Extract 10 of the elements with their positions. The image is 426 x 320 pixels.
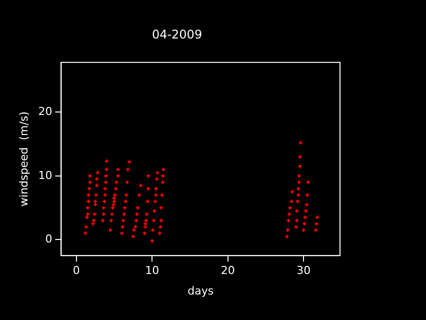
x-tick-label: 10 <box>145 264 160 278</box>
x-tick-label: 20 <box>220 264 235 278</box>
y-tick-label: 20 <box>38 104 52 118</box>
x-axis-title: days <box>188 284 214 298</box>
chart-title: 04-2009 <box>152 27 202 42</box>
y-tick-label: 0 <box>45 232 52 246</box>
x-tick-label: 30 <box>296 264 311 278</box>
y-tick-label: 10 <box>38 168 52 182</box>
y-axis-title: windspeed (m/s) <box>17 112 30 206</box>
x-tick-label: 0 <box>72 264 80 278</box>
